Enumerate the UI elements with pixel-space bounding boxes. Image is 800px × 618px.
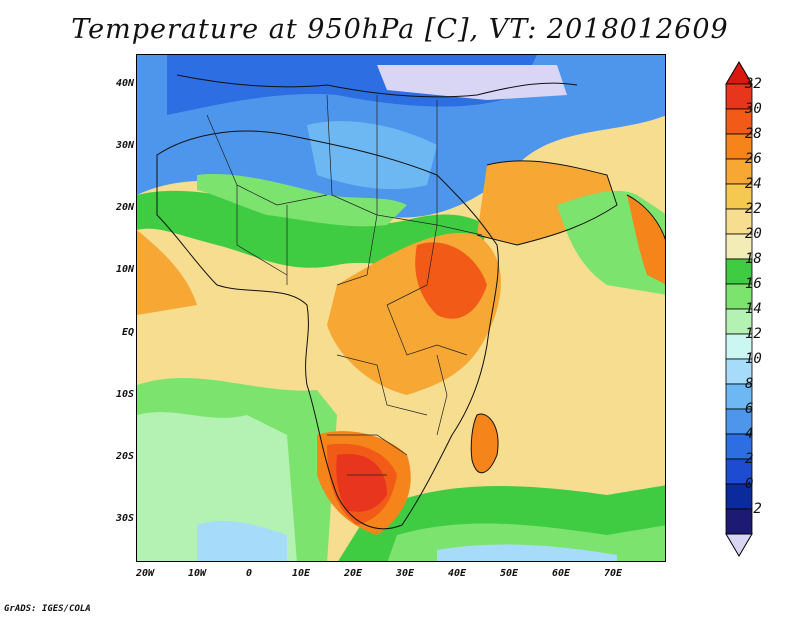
colorbar-swatch bbox=[725, 508, 753, 535]
colorbar-label: 6 bbox=[745, 401, 754, 417]
colorbar-label: 24 bbox=[745, 176, 762, 192]
lat-tick-eq: EQ bbox=[121, 327, 134, 338]
colorbar-label: -2 bbox=[745, 501, 762, 517]
lat-tick-10n: 10N bbox=[115, 264, 134, 275]
field-europe-cold bbox=[377, 65, 567, 100]
field-south-atlantic-pale bbox=[137, 412, 297, 561]
colorbar-label: 28 bbox=[745, 126, 762, 142]
colorbar-swatch bbox=[725, 233, 753, 260]
colorbar-label: 18 bbox=[745, 251, 762, 267]
lat-tick-40n: 40N bbox=[115, 78, 134, 89]
coastline-mediterranean bbox=[176, 74, 578, 98]
field-india-orange bbox=[627, 195, 665, 284]
coastline-madagascar bbox=[470, 413, 499, 473]
colorbar-swatch bbox=[725, 433, 753, 460]
colorbar-label: 12 bbox=[745, 326, 762, 342]
lon-tick-60e: 60E bbox=[551, 568, 571, 579]
map-field bbox=[137, 55, 665, 561]
colorbar-label: 22 bbox=[745, 201, 762, 217]
field-west-africa-orange bbox=[137, 230, 197, 315]
colorbar-swatch bbox=[725, 133, 753, 160]
lat-tick-20s: 20S bbox=[115, 451, 134, 462]
lat-tick-10s: 10S bbox=[115, 389, 134, 400]
colorbar-swatch bbox=[725, 458, 753, 485]
lon-tick-40e: 40E bbox=[447, 568, 467, 579]
colorbar-label: 10 bbox=[745, 351, 762, 367]
chart-title: Temperature at 950hPa [C], VT: 201801260… bbox=[71, 14, 729, 45]
field-kalahari-core bbox=[336, 454, 387, 512]
colorbar-bottom-arrow bbox=[725, 533, 753, 557]
field-south-atlantic-blue bbox=[197, 520, 287, 561]
lon-tick-50e: 50E bbox=[499, 568, 519, 579]
lon-tick-0: 0 bbox=[245, 568, 253, 579]
lat-tick-30s: 30S bbox=[115, 513, 134, 524]
colorbar-swatch bbox=[725, 258, 753, 285]
field-east-africa-hot bbox=[415, 242, 487, 319]
coastline-arabia bbox=[476, 160, 618, 246]
colorbar-label: 4 bbox=[745, 426, 754, 442]
lat-tick-20n: 20N bbox=[115, 202, 134, 213]
colorbar-swatch bbox=[725, 158, 753, 185]
colorbar-label: 0 bbox=[745, 476, 754, 492]
coastline-africa bbox=[156, 130, 499, 530]
colorbar-label: 20 bbox=[745, 226, 762, 242]
colorbar-label: 30 bbox=[745, 101, 762, 117]
field-madagascar bbox=[471, 414, 498, 473]
lon-tick-70e: 70E bbox=[603, 568, 623, 579]
lon-tick-20w: 20W bbox=[135, 568, 155, 579]
colorbar bbox=[725, 61, 753, 557]
colorbar-swatch bbox=[725, 308, 753, 335]
colorbar-label: 16 bbox=[745, 276, 762, 292]
coastline-india bbox=[626, 194, 665, 241]
colorbar-swatch bbox=[725, 358, 753, 385]
colorbar-label: 26 bbox=[745, 151, 762, 167]
temperature-map bbox=[136, 54, 666, 562]
lat-tick-30n: 30N bbox=[115, 140, 134, 151]
colorbar-label: 8 bbox=[745, 376, 754, 392]
colorbar-label: 14 bbox=[745, 301, 762, 317]
colorbar-label: 2 bbox=[745, 451, 754, 467]
lon-tick-30e: 30E bbox=[395, 568, 415, 579]
lon-tick-10w: 10W bbox=[187, 568, 207, 579]
field-sahara-blue bbox=[307, 121, 437, 190]
credit-footer: GrADS: IGES/COLA bbox=[4, 604, 91, 614]
field-south-indian-blue bbox=[437, 544, 617, 561]
lon-tick-20e: 20E bbox=[343, 568, 363, 579]
lon-tick-10e: 10E bbox=[291, 568, 311, 579]
colorbar-swatch bbox=[725, 408, 753, 435]
colorbar-swatch bbox=[725, 283, 753, 310]
country-borders bbox=[206, 94, 483, 476]
colorbar-label: 32 bbox=[745, 76, 762, 92]
colorbar-swatch bbox=[725, 208, 753, 235]
